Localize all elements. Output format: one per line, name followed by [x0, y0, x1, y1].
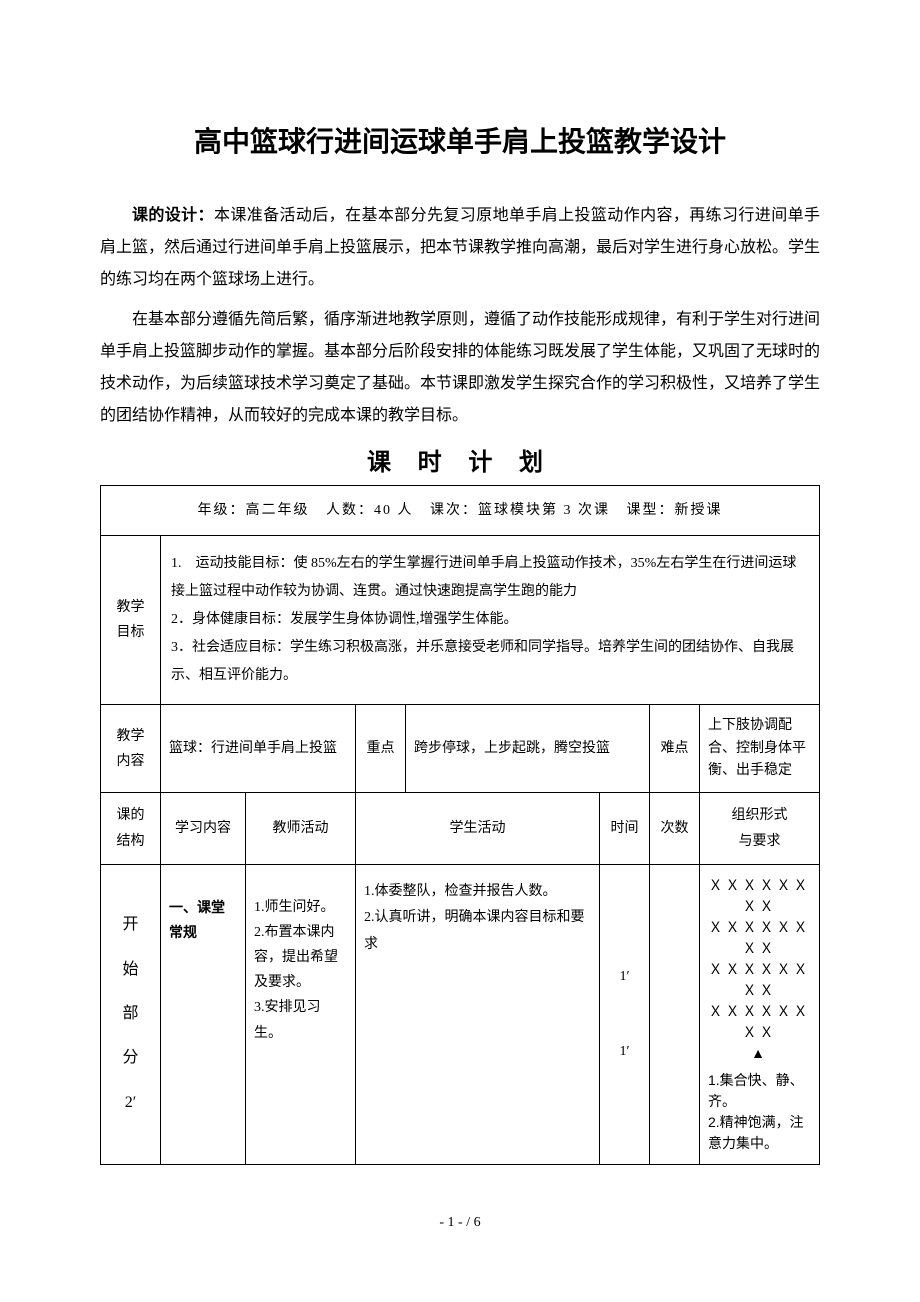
difficulty-value: 上下肢协调配合、控制身体平衡、出手稳定	[700, 705, 820, 793]
teacher-header: 教师活动	[246, 793, 356, 864]
page-footer: - 1 - / 6	[100, 1215, 820, 1231]
difficulty-label: 难点	[650, 705, 700, 793]
type-info: 课型：新授课	[627, 503, 723, 518]
teacher-activity: 1.师生问好。 2.布置本课内容，提出希望及要求。 3.安排见习生。	[246, 864, 356, 1164]
paragraph-1: 课的设计：本课准备活动后，在基本部分先复习原地单手肩上投篮动作内容，再练习行进间…	[100, 200, 820, 296]
goal-2: 2．身体健康目标：发展学生身体协调性,增强学生体能。	[171, 606, 809, 634]
org-cell: ＸＸＸＸＸＸＸＸ ＸＸＸＸＸＸＸＸ ＸＸＸＸＸＸＸＸ ＸＸＸＸＸＸＸＸ ▲ 1.…	[700, 864, 820, 1164]
time-header: 时间	[600, 793, 650, 864]
content-value: 篮球：行进间单手肩上投篮	[161, 705, 356, 793]
learn-header: 学习内容	[161, 793, 246, 864]
time-cell: 1′ 1′	[600, 864, 650, 1164]
org-header: 组织形式与要求	[700, 793, 820, 864]
phase-content: 一、课堂常规	[161, 864, 246, 1164]
paragraph-2: 在基本部分遵循先简后繁，循序渐进地教学原则，遵循了动作技能形成规律，有利于学生对…	[100, 304, 820, 432]
content-row: 教学内容 篮球：行进间单手肩上投篮 重点 跨步停球，上步起跳，腾空投篮 难点 上…	[101, 705, 820, 793]
triangle-icon: ▲	[708, 1043, 811, 1064]
para1-lead: 课的设计：	[132, 207, 214, 224]
keypoint-label: 重点	[356, 705, 406, 793]
goal-3: 3．社会适应目标：学生练习积极高涨，并乐意接受老师和同学指导。培养学生间的团结协…	[171, 634, 809, 690]
plan-header: 课 时 计 划	[100, 442, 820, 477]
goals-row: 教学目标 1. 运动技能目标：使 85%左右的学生掌握行进间单手肩上投篮动作技术…	[101, 536, 820, 705]
people-info: 人数：40 人	[326, 503, 414, 518]
goal-1: 1. 运动技能目标：使 85%左右的学生掌握行进间单手肩上投篮动作技术，35%左…	[171, 550, 809, 606]
phase-row: 开 始 部 分 2′ 一、课堂常规 1.师生问好。 2.布置本课内容，提出希望及…	[101, 864, 820, 1164]
structure-header: 课的结构	[101, 793, 161, 864]
student-header: 学生活动	[356, 793, 600, 864]
page-title: 高中篮球行进间运球单手肩上投篮教学设计	[100, 120, 820, 160]
goals-label: 教学目标	[101, 536, 161, 705]
info-row: 年级：高二年级 人数：40 人 课次：篮球模块第 3 次课 课型：新授课	[101, 486, 820, 536]
count-cell	[650, 864, 700, 1164]
header-row: 课的结构 学习内容 教师活动 学生活动 时间 次数 组织形式与要求	[101, 793, 820, 864]
count-header: 次数	[650, 793, 700, 864]
lesson-info: 课次：篮球模块第 3 次课	[430, 503, 610, 518]
lesson-plan-table: 年级：高二年级 人数：40 人 课次：篮球模块第 3 次课 课型：新授课 教学目…	[100, 485, 820, 1165]
grade-info: 年级：高二年级	[198, 503, 310, 518]
student-activity: 1.体委整队，检查并报告人数。 2.认真听讲，明确本课内容目标和要求	[356, 864, 600, 1164]
content-label: 教学内容	[101, 705, 161, 793]
phase-label: 开 始 部 分 2′	[101, 864, 161, 1164]
keypoint-value: 跨步停球，上步起跳，腾空投篮	[406, 705, 650, 793]
